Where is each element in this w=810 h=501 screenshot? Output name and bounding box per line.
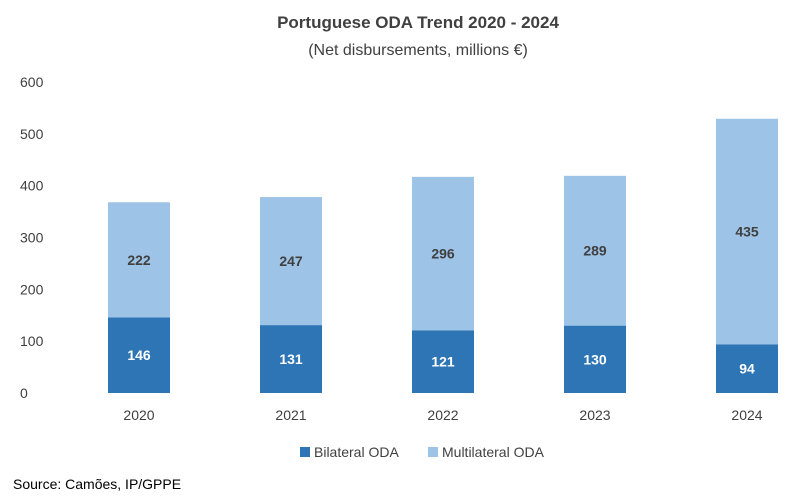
bar-bilateral-oda-2024 xyxy=(716,344,778,393)
source-note: Source: Camões, IP/GPPE xyxy=(13,476,181,492)
bar-multilateral-oda-2024 xyxy=(716,118,778,345)
x-tick-label: 2021 xyxy=(275,407,306,423)
y-tick-label: 300 xyxy=(20,230,44,246)
legend: Bilateral ODA Multilateral ODA xyxy=(300,444,545,460)
bar-multilateral-oda-2020 xyxy=(108,202,170,318)
data-label: 130 xyxy=(583,351,607,367)
data-label: 222 xyxy=(127,252,151,268)
data-label: 146 xyxy=(127,347,151,363)
bar-multilateral-oda-2023 xyxy=(564,175,626,326)
x-tick-label: 2020 xyxy=(123,407,154,423)
y-axis: 0 100 200 300 400 500 600 xyxy=(20,74,44,401)
data-label: 131 xyxy=(279,351,303,367)
plot-area: 146 222 131 247 121 296 130 289 94 435 xyxy=(108,118,778,393)
chart-subtitle: (Net disbursements, millions €) xyxy=(308,42,528,59)
data-label: 435 xyxy=(735,224,759,240)
legend-swatch xyxy=(428,447,438,457)
bar-bilateral-oda-2021 xyxy=(260,325,322,393)
bar-multilateral-oda-2021 xyxy=(260,197,322,326)
y-tick-label: 400 xyxy=(20,178,44,194)
x-tick-label: 2023 xyxy=(579,407,610,423)
y-tick-label: 100 xyxy=(20,333,44,349)
y-tick-label: 0 xyxy=(20,385,28,401)
legend-label: Multilateral ODA xyxy=(442,444,545,460)
bar-bilateral-oda-2020 xyxy=(108,317,170,393)
data-label: 289 xyxy=(583,243,607,259)
x-tick-label: 2022 xyxy=(427,407,458,423)
y-tick-label: 200 xyxy=(20,281,44,297)
legend-label: Bilateral ODA xyxy=(314,444,399,460)
y-tick-label: 600 xyxy=(20,74,44,90)
data-label: 94 xyxy=(739,361,755,377)
bar-bilateral-oda-2023 xyxy=(564,325,626,393)
bar-multilateral-oda-2022 xyxy=(412,176,474,331)
data-label: 296 xyxy=(431,246,455,262)
chart-title: Portuguese ODA Trend 2020 - 2024 xyxy=(277,13,559,32)
data-label: 247 xyxy=(279,253,303,269)
x-tick-label: 2024 xyxy=(731,407,762,423)
y-tick-label: 500 xyxy=(20,126,44,142)
data-label: 121 xyxy=(431,354,455,370)
bar-bilateral-oda-2022 xyxy=(412,330,474,393)
legend-swatch xyxy=(300,447,310,457)
x-axis: 2020 2021 2022 2023 2024 xyxy=(123,407,762,423)
